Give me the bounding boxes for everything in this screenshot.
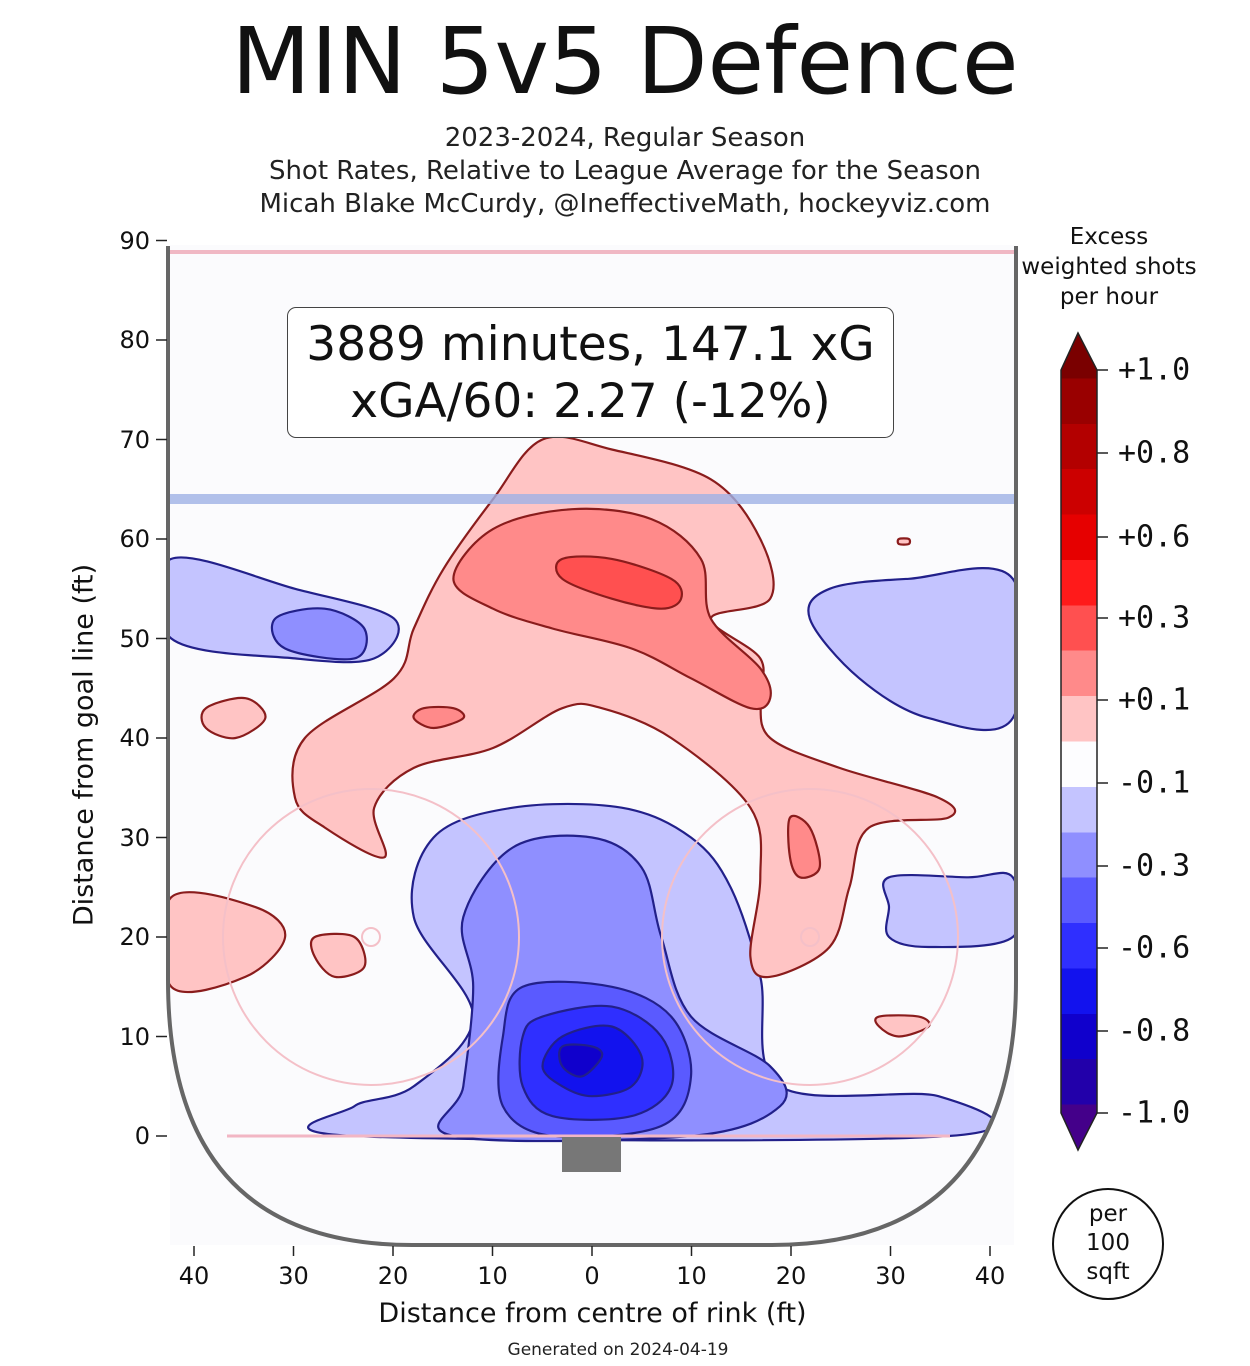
chart-subtitle-description: Shot Rates, Relative to League Average f…: [268, 156, 982, 186]
contour-pos-band-1: [896, 537, 912, 546]
y-axis-label: Distance from goal line (ft): [68, 563, 100, 927]
right-faceoff-circle: [661, 788, 959, 1086]
x-tick-label: 30: [278, 1262, 309, 1290]
colorbar-title-line: Excess: [1069, 224, 1149, 250]
units-line: 100: [1086, 1230, 1130, 1256]
y-tick-label: 10: [119, 1022, 150, 1051]
units-badge: per 100 sqft: [1052, 1188, 1164, 1300]
colorbar-tick-label: +0.3: [1118, 600, 1191, 636]
rink-markings: [170, 250, 1014, 1172]
contour-neg-band-6: [558, 1043, 604, 1078]
rink-boards: [166, 246, 1018, 1247]
units-line: sqft: [1086, 1259, 1130, 1285]
y-tick-label: 90: [119, 226, 150, 255]
colorbar-tick-label: -0.6: [1118, 930, 1191, 966]
goal-net: [562, 1137, 621, 1172]
contour-pos-band-1: [309, 932, 367, 979]
y-tick-label: 20: [119, 923, 150, 951]
summary-xga60: xGA/60: 2.27 (-12%): [350, 374, 831, 429]
contour-neg-band-2: [270, 607, 368, 661]
x-axis: [193, 1246, 991, 1256]
x-axis-label: Distance from centre of rink (ft): [378, 1298, 807, 1329]
contour-pos-band-2: [412, 705, 466, 730]
x-tick-label: 20: [775, 1262, 807, 1290]
x-tick-label: 10: [477, 1262, 508, 1290]
x-tick-label: 30: [875, 1262, 906, 1290]
x-tick-label: 40: [178, 1262, 210, 1290]
x-tick-label: 40: [974, 1262, 1006, 1290]
y-tick-label: 30: [119, 823, 150, 852]
y-tick-label: 0: [134, 1122, 150, 1150]
contour-pos-band-1: [874, 1014, 931, 1038]
contour-neg-band-1: [807, 567, 1014, 732]
contour-pos-band-1: [200, 696, 267, 740]
left-faceoff-dot: [361, 927, 381, 947]
y-tick-label: 80: [119, 326, 150, 354]
colorbar-title-line: per hour: [1059, 284, 1159, 310]
colorbar-body: [1060, 331, 1098, 1152]
generated-date: Generated on 2024-04-19: [507, 1340, 729, 1360]
y-tick-label: 70: [119, 425, 150, 454]
summary-annotation: 3889 minutes, 147.1 xG xGA/60: 2.27 (-12…: [287, 307, 894, 438]
x-tick-label: 0: [584, 1262, 600, 1290]
colorbar-tick-label: -1.0: [1118, 1095, 1191, 1131]
contour-pos-band-3: [554, 555, 684, 610]
chart-subtitle-author: Micah Blake McCurdy, @IneffectiveMath, h…: [259, 189, 991, 219]
colorbar-tick-label: +0.1: [1118, 682, 1191, 718]
contour-layer: [170, 435, 1014, 1143]
x-tick-label: 20: [377, 1262, 409, 1290]
y-tick-label: 60: [119, 525, 150, 553]
contour-neg-band-1: [882, 871, 1014, 949]
y-tick-label: 50: [119, 624, 150, 653]
y-tick-label: 40: [119, 724, 150, 752]
contour-pos-band-2: [787, 814, 822, 879]
colorbar-title: Excess weighted shots per hour: [1012, 222, 1206, 312]
left-faceoff-circle: [222, 788, 520, 1086]
colorbar-tick-label: +0.6: [1118, 519, 1191, 555]
right-faceoff-dot: [800, 927, 820, 947]
colorbar-tick-label: -0.1: [1118, 765, 1191, 801]
colorbar-tick-label: +1.0: [1118, 352, 1191, 388]
colorbar: [1060, 331, 1108, 1152]
colorbar-tick-label: -0.3: [1118, 848, 1191, 884]
units-line: per: [1088, 1201, 1128, 1227]
x-tick-label: 10: [676, 1262, 707, 1290]
summary-minutes-xg: 3889 minutes, 147.1 xG: [306, 317, 875, 372]
y-axis: [156, 239, 167, 1137]
contour-pos-band-2: [452, 507, 772, 711]
colorbar-tick-label: +0.8: [1118, 435, 1191, 471]
colorbar-title-line: weighted shots: [1021, 254, 1197, 280]
colorbar-tick-label: -0.8: [1118, 1013, 1191, 1049]
chart-title: MIN 5v5 Defence: [231, 8, 1019, 115]
chart-subtitle-season: 2023-2024, Regular Season: [444, 123, 806, 153]
